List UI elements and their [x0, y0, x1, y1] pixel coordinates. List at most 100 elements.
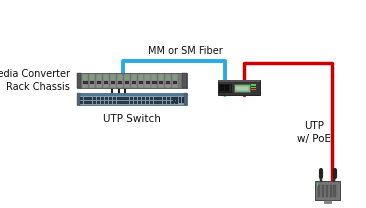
Bar	[98, 77, 101, 79]
Bar	[182, 97, 184, 103]
Bar	[97, 101, 100, 104]
Bar	[130, 101, 133, 104]
Bar	[126, 77, 128, 79]
Bar	[174, 77, 176, 79]
Bar	[159, 81, 164, 84]
Bar	[184, 93, 187, 105]
Bar	[322, 185, 324, 198]
Bar	[167, 101, 170, 104]
Bar	[218, 80, 260, 82]
Bar	[84, 77, 87, 79]
Bar	[163, 101, 166, 104]
Bar	[171, 97, 174, 100]
Bar	[218, 80, 260, 95]
Bar	[138, 101, 141, 104]
Bar	[139, 77, 142, 79]
Bar	[113, 97, 116, 100]
Bar	[131, 74, 137, 88]
Bar	[109, 101, 112, 104]
Bar	[154, 97, 158, 100]
Bar	[176, 97, 178, 103]
Bar	[122, 101, 124, 104]
Bar	[113, 101, 116, 104]
Bar	[150, 97, 153, 100]
Bar	[82, 74, 89, 88]
Bar	[182, 73, 187, 88]
Bar	[329, 185, 332, 198]
Bar	[220, 85, 224, 91]
Bar	[139, 81, 143, 84]
Bar	[93, 97, 96, 100]
Bar	[173, 97, 175, 103]
Bar	[89, 101, 92, 104]
Bar	[317, 183, 318, 186]
Bar	[132, 81, 136, 84]
Bar	[146, 77, 149, 79]
Bar	[125, 81, 129, 84]
Bar	[154, 101, 158, 104]
Bar	[225, 85, 229, 91]
Bar	[158, 97, 162, 100]
Bar	[138, 97, 141, 100]
Bar	[105, 77, 108, 79]
Bar	[89, 97, 92, 100]
Bar	[104, 81, 108, 84]
Bar	[163, 97, 166, 100]
Bar	[110, 74, 116, 88]
Bar	[172, 74, 178, 88]
Bar	[132, 77, 135, 79]
Bar	[171, 101, 174, 104]
Bar	[167, 77, 170, 79]
Bar	[77, 73, 187, 88]
Bar	[165, 74, 171, 88]
Bar	[126, 97, 129, 100]
Bar	[90, 81, 94, 84]
Bar	[251, 89, 255, 90]
Text: UTP Switch: UTP Switch	[103, 114, 161, 124]
Bar	[97, 81, 101, 84]
Bar	[150, 101, 153, 104]
Bar	[152, 74, 157, 88]
Bar	[160, 77, 163, 79]
Bar	[122, 97, 124, 100]
Bar	[84, 97, 87, 100]
Text: Media Converter
Rack Chassis: Media Converter Rack Chassis	[0, 69, 70, 92]
Bar	[175, 101, 178, 104]
Bar	[146, 81, 150, 84]
Bar	[173, 81, 177, 84]
Bar	[77, 93, 80, 105]
Bar	[117, 74, 123, 88]
Bar	[134, 97, 137, 100]
Bar	[175, 97, 178, 100]
Bar	[142, 101, 145, 104]
Bar	[134, 101, 137, 104]
Bar	[333, 185, 336, 198]
Bar	[84, 101, 87, 104]
Bar	[158, 101, 162, 104]
Bar	[234, 84, 250, 92]
Bar	[138, 74, 143, 88]
Bar	[105, 97, 108, 100]
Bar	[220, 84, 231, 92]
Bar	[158, 74, 164, 88]
Bar	[119, 77, 122, 79]
Bar	[105, 101, 108, 104]
Bar	[318, 185, 320, 198]
Bar	[97, 97, 100, 100]
Bar	[83, 81, 87, 84]
Bar	[91, 77, 94, 79]
Bar	[126, 101, 129, 104]
Bar	[117, 101, 120, 104]
Bar	[117, 97, 120, 100]
Bar	[142, 97, 145, 100]
Text: MM or SM Fiber: MM or SM Fiber	[148, 46, 223, 56]
Bar	[167, 97, 170, 100]
Bar	[166, 81, 170, 84]
Bar	[153, 77, 156, 79]
Bar	[111, 81, 115, 84]
Bar	[89, 74, 95, 88]
Bar	[80, 97, 83, 100]
Bar	[251, 87, 255, 88]
Bar	[77, 93, 187, 105]
Bar	[315, 181, 340, 200]
